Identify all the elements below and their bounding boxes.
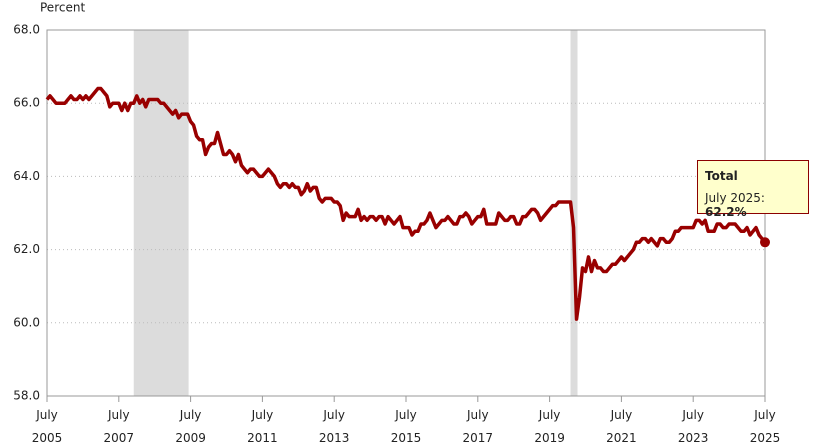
y-tick-label: 68.0 — [13, 23, 40, 37]
line-series — [45, 86, 767, 321]
tooltip-title: Total — [705, 169, 738, 183]
y-tick-label: 60.0 — [13, 315, 40, 329]
x-tick-label: July 2005 — [31, 408, 63, 445]
x-tick-label: July 2007 — [103, 408, 135, 445]
recession-shade — [570, 30, 578, 396]
tooltip-label: July 2025: — [705, 191, 765, 205]
y-axis-label: Percent — [40, 1, 85, 15]
y-tick-label: 62.0 — [13, 242, 40, 256]
x-tick-label: July 2011 — [247, 408, 278, 445]
x-tick-label: July 2021 — [606, 408, 637, 445]
x-tick-label: July 2013 — [318, 408, 350, 445]
x-tick-label: July 2015 — [390, 408, 422, 445]
x-tick-label: July 2009 — [175, 408, 206, 445]
tooltip: Total July 2025: 62.2% — [697, 160, 809, 219]
y-tick-label: 66.0 — [13, 96, 40, 110]
x-tick-label: July 2019 — [534, 408, 565, 445]
hover-point — [760, 237, 770, 248]
y-tick-label: 58.0 — [13, 389, 40, 403]
tooltip-value: 62.2% — [705, 205, 747, 219]
x-tick-label: July 2023 — [677, 408, 709, 445]
x-tick-label: July 2017 — [462, 408, 494, 445]
x-tick-label: July 2025 — [749, 408, 781, 445]
tooltip-body: July 2025: 62.2% — [705, 191, 801, 219]
y-tick-label: 64.0 — [13, 169, 40, 183]
recession-shade — [133, 30, 189, 396]
